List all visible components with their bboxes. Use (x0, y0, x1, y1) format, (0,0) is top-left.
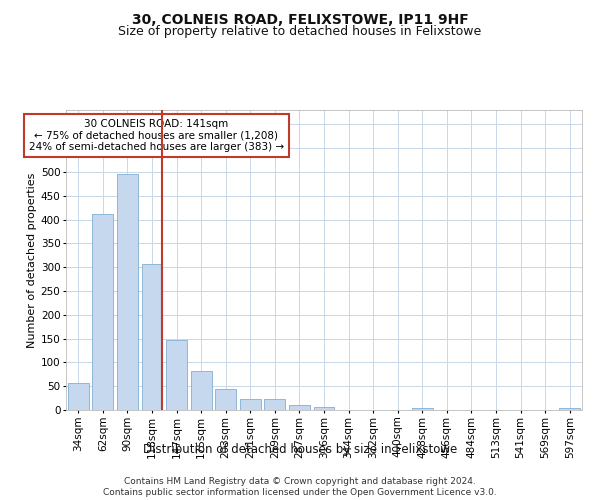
Bar (265, 398, 286, 410)
Y-axis label: Number of detached properties: Number of detached properties (26, 172, 37, 348)
Bar (191, 371, 212, 410)
Bar (412, 408, 433, 410)
Bar (166, 340, 187, 410)
Bar (92, 214, 113, 410)
Text: 30, COLNEIS ROAD, FELIXSTOWE, IP11 9HF: 30, COLNEIS ROAD, FELIXSTOWE, IP11 9HF (131, 12, 469, 26)
Bar (215, 389, 236, 410)
Text: Size of property relative to detached houses in Felixstowe: Size of property relative to detached ho… (118, 25, 482, 38)
Text: Distribution of detached houses by size in Felixstowe: Distribution of detached houses by size … (143, 442, 457, 456)
Bar (559, 408, 580, 410)
Bar (142, 264, 163, 410)
Bar (68, 383, 89, 410)
Bar (289, 405, 310, 410)
Bar (117, 174, 138, 410)
Bar (314, 407, 334, 410)
Bar (240, 398, 261, 410)
Text: 30 COLNEIS ROAD: 141sqm
← 75% of detached houses are smaller (1,208)
24% of semi: 30 COLNEIS ROAD: 141sqm ← 75% of detache… (29, 119, 284, 152)
Text: Contains HM Land Registry data © Crown copyright and database right 2024.
Contai: Contains HM Land Registry data © Crown c… (103, 478, 497, 497)
